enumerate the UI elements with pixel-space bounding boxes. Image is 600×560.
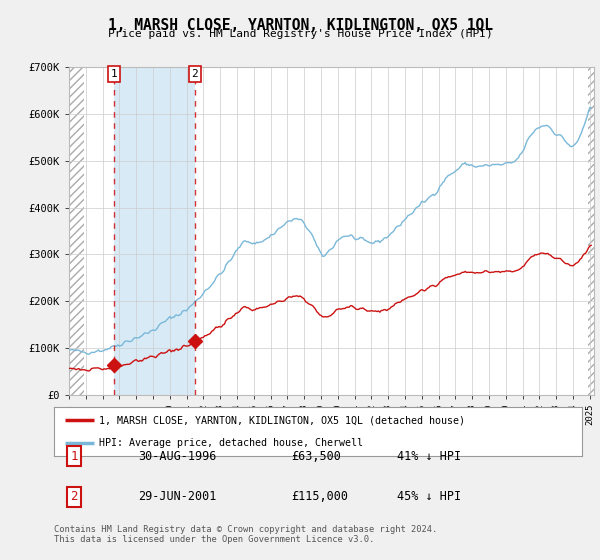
Text: £63,500: £63,500 — [292, 450, 341, 463]
Text: 2: 2 — [70, 490, 78, 503]
Text: 30-AUG-1996: 30-AUG-1996 — [139, 450, 217, 463]
Text: £115,000: £115,000 — [292, 490, 349, 503]
Text: 2: 2 — [191, 69, 198, 79]
Text: 1: 1 — [110, 69, 117, 79]
Bar — [589, 67, 594, 395]
Text: 1, MARSH CLOSE, YARNTON, KIDLINGTON, OX5 1QL: 1, MARSH CLOSE, YARNTON, KIDLINGTON, OX5… — [107, 18, 493, 33]
Text: Price paid vs. HM Land Registry's House Price Index (HPI): Price paid vs. HM Land Registry's House … — [107, 29, 493, 39]
Text: 29-JUN-2001: 29-JUN-2001 — [139, 490, 217, 503]
Text: HPI: Average price, detached house, Cherwell: HPI: Average price, detached house, Cher… — [99, 438, 363, 448]
Bar — [113, 67, 195, 395]
Text: 1, MARSH CLOSE, YARNTON, KIDLINGTON, OX5 1QL (detached house): 1, MARSH CLOSE, YARNTON, KIDLINGTON, OX5… — [99, 416, 465, 426]
Text: Contains HM Land Registry data © Crown copyright and database right 2024.
This d: Contains HM Land Registry data © Crown c… — [54, 525, 437, 544]
Text: 45% ↓ HPI: 45% ↓ HPI — [397, 490, 461, 503]
Text: 1: 1 — [70, 450, 78, 463]
Text: 41% ↓ HPI: 41% ↓ HPI — [397, 450, 461, 463]
Bar — [69, 67, 85, 395]
